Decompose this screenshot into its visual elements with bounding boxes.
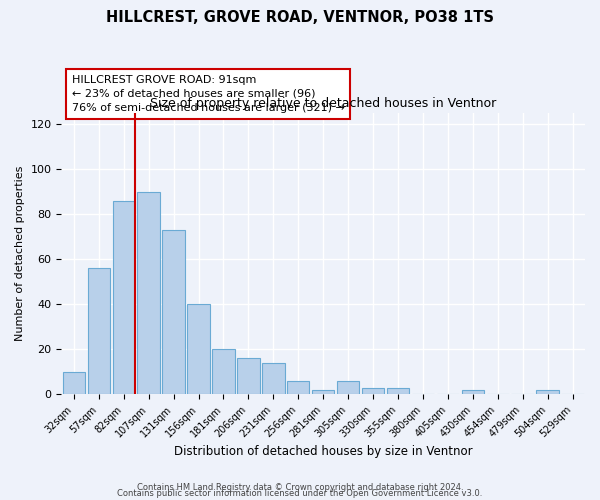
Bar <box>237 358 260 394</box>
Bar <box>137 192 160 394</box>
Text: HILLCREST GROVE ROAD: 91sqm
← 23% of detached houses are smaller (96)
76% of sem: HILLCREST GROVE ROAD: 91sqm ← 23% of det… <box>72 75 345 113</box>
Title: Size of property relative to detached houses in Ventnor: Size of property relative to detached ho… <box>150 98 496 110</box>
Bar <box>88 268 110 394</box>
Text: Contains public sector information licensed under the Open Government Licence v3: Contains public sector information licen… <box>118 490 482 498</box>
Bar <box>287 381 310 394</box>
Bar <box>62 372 85 394</box>
Text: HILLCREST, GROVE ROAD, VENTNOR, PO38 1TS: HILLCREST, GROVE ROAD, VENTNOR, PO38 1TS <box>106 10 494 25</box>
Bar <box>163 230 185 394</box>
Bar <box>387 388 409 394</box>
Bar <box>312 390 334 394</box>
Bar <box>212 350 235 395</box>
Bar <box>113 201 135 394</box>
Bar <box>461 390 484 394</box>
Text: Contains HM Land Registry data © Crown copyright and database right 2024.: Contains HM Land Registry data © Crown c… <box>137 484 463 492</box>
Bar <box>362 388 384 394</box>
Bar <box>187 304 210 394</box>
Bar <box>337 381 359 394</box>
X-axis label: Distribution of detached houses by size in Ventnor: Distribution of detached houses by size … <box>174 444 473 458</box>
Bar <box>536 390 559 394</box>
Bar <box>262 363 284 394</box>
Y-axis label: Number of detached properties: Number of detached properties <box>15 166 25 342</box>
